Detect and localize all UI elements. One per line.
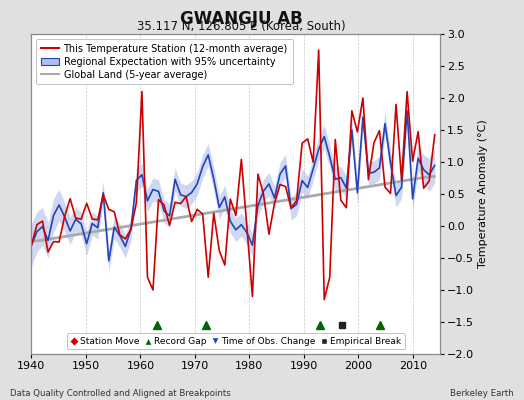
Text: GWANGJU AB: GWANGJU AB (180, 10, 302, 28)
Text: Data Quality Controlled and Aligned at Breakpoints: Data Quality Controlled and Aligned at B… (10, 389, 231, 398)
Text: Berkeley Earth: Berkeley Earth (450, 389, 514, 398)
Text: 35.117 N, 126.805 E (Korea, South): 35.117 N, 126.805 E (Korea, South) (137, 20, 345, 33)
Legend: Station Move, Record Gap, Time of Obs. Change, Empirical Break: Station Move, Record Gap, Time of Obs. C… (67, 333, 405, 350)
Y-axis label: Temperature Anomaly (°C): Temperature Anomaly (°C) (478, 120, 488, 268)
